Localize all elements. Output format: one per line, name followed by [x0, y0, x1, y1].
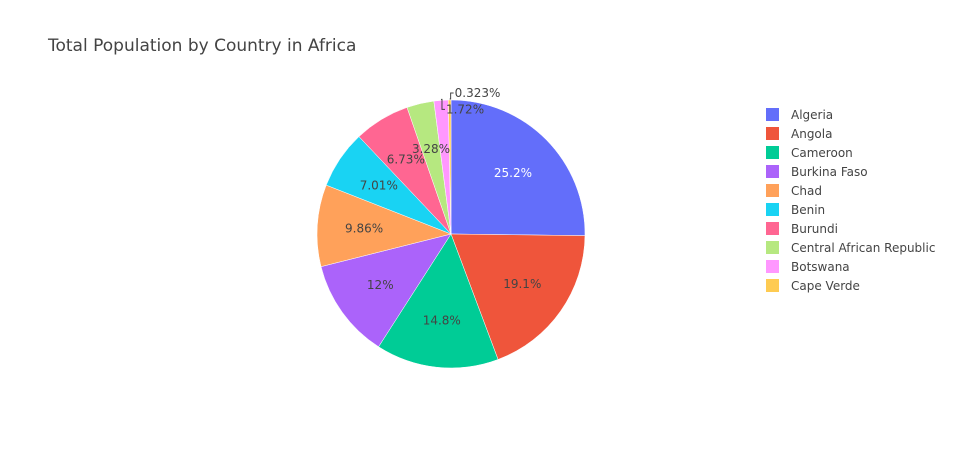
slice-label-angola: 19.1%	[503, 277, 541, 291]
legend-item-botswana[interactable]: Botswana	[766, 260, 850, 274]
legend-item-cameroon[interactable]: Cameroon	[766, 146, 853, 160]
legend-label: Burundi	[791, 222, 838, 236]
slice-label-burundi: 6.73%	[387, 153, 425, 167]
legend-label: Botswana	[791, 260, 850, 274]
legend-item-cape-verde[interactable]: Cape Verde	[766, 279, 860, 293]
legend-item-angola[interactable]: Angola	[766, 127, 832, 141]
legend-label: Benin	[791, 203, 825, 217]
legend-swatch	[766, 146, 779, 159]
legend-item-benin[interactable]: Benin	[766, 203, 825, 217]
legend-swatch	[766, 184, 779, 197]
pie-slice-cape-verde[interactable]	[448, 99, 452, 235]
legend-label: Chad	[791, 184, 822, 198]
legend-label: Angola	[791, 127, 832, 141]
slice-label-chad: 9.86%	[345, 221, 383, 235]
slice-label-benin: 7.01%	[360, 178, 398, 192]
legend-swatch	[766, 222, 779, 235]
slice-label-botswana: 1.72%	[446, 102, 484, 116]
legend-label: Burkina Faso	[791, 165, 868, 179]
legend-swatch	[766, 165, 779, 178]
leader-line-cape-verde	[449, 92, 454, 100]
legend-label: Cameroon	[791, 146, 853, 160]
chart-title: Total Population by Country in Africa	[47, 36, 356, 56]
legend-item-central-african-republic[interactable]: Central African Republic	[766, 241, 935, 255]
slice-label-central-african-republic: 3.28%	[412, 142, 450, 156]
pie-slices	[316, 99, 586, 369]
legend: Algeria Angola Cameroon Burkina Faso Chad Ben…	[766, 108, 935, 293]
legend-label: Central African Republic	[791, 241, 935, 255]
slice-label-cape-verde: 0.323%	[455, 86, 501, 100]
legend-swatch	[766, 108, 779, 121]
legend-label: Algeria	[791, 108, 833, 122]
pie-slice-angola[interactable]	[450, 233, 586, 360]
leader-line-botswana	[440, 98, 445, 110]
slice-labels: 25.2% 19.1% 14.8% 12% 9.86% 7.01% 6.73%3.28% 1.…	[345, 86, 541, 328]
legend-item-burkina-faso[interactable]: Burkina Faso	[766, 165, 868, 179]
legend-swatch	[766, 241, 779, 254]
pie-slice-burkina-faso[interactable]	[320, 233, 452, 348]
slice-label-burkina-faso: 12%	[367, 278, 394, 292]
legend-item-chad[interactable]: Chad	[766, 184, 822, 198]
legend-swatch	[766, 203, 779, 216]
legend-item-algeria[interactable]: Algeria	[766, 108, 833, 122]
legend-item-burundi[interactable]: Burundi	[766, 222, 838, 236]
pie-slice-cameroon[interactable]	[378, 233, 499, 369]
slice-label-cameroon: 14.8%	[423, 314, 461, 328]
legend-swatch	[766, 260, 779, 273]
pie-slice-algeria[interactable]	[450, 99, 586, 236]
legend-label: Cape Verde	[791, 279, 860, 293]
legend-swatch	[766, 279, 779, 292]
legend-swatch	[766, 127, 779, 140]
pie-slice-chad[interactable]	[316, 184, 452, 267]
slice-label-algeria: 25.2%	[494, 166, 532, 180]
